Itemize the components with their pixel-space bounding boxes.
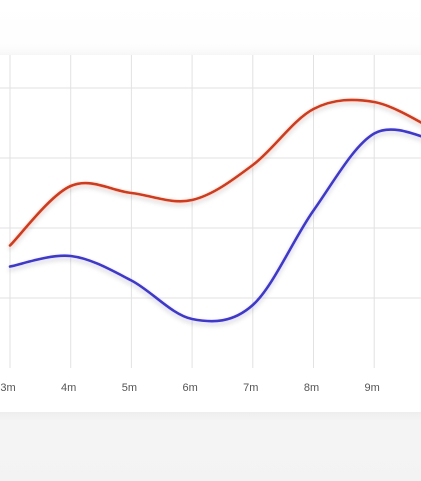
line-series	[8, 128, 421, 323]
x-tick-label: 8m	[304, 382, 319, 394]
x-tick-label: 5m	[122, 382, 137, 394]
x-tick-label: 7m	[243, 382, 258, 394]
line-series	[8, 98, 421, 247]
x-tick-label: 3m	[0, 382, 15, 394]
lines	[8, 98, 421, 323]
card	[0, 55, 421, 412]
x-tick-label: 9m	[365, 382, 380, 394]
x-axis: 3m4m5m6m7m8m9m10m	[0, 382, 380, 394]
x-tick-label: 6m	[182, 382, 197, 394]
x-tick-label: 4m	[61, 382, 76, 394]
